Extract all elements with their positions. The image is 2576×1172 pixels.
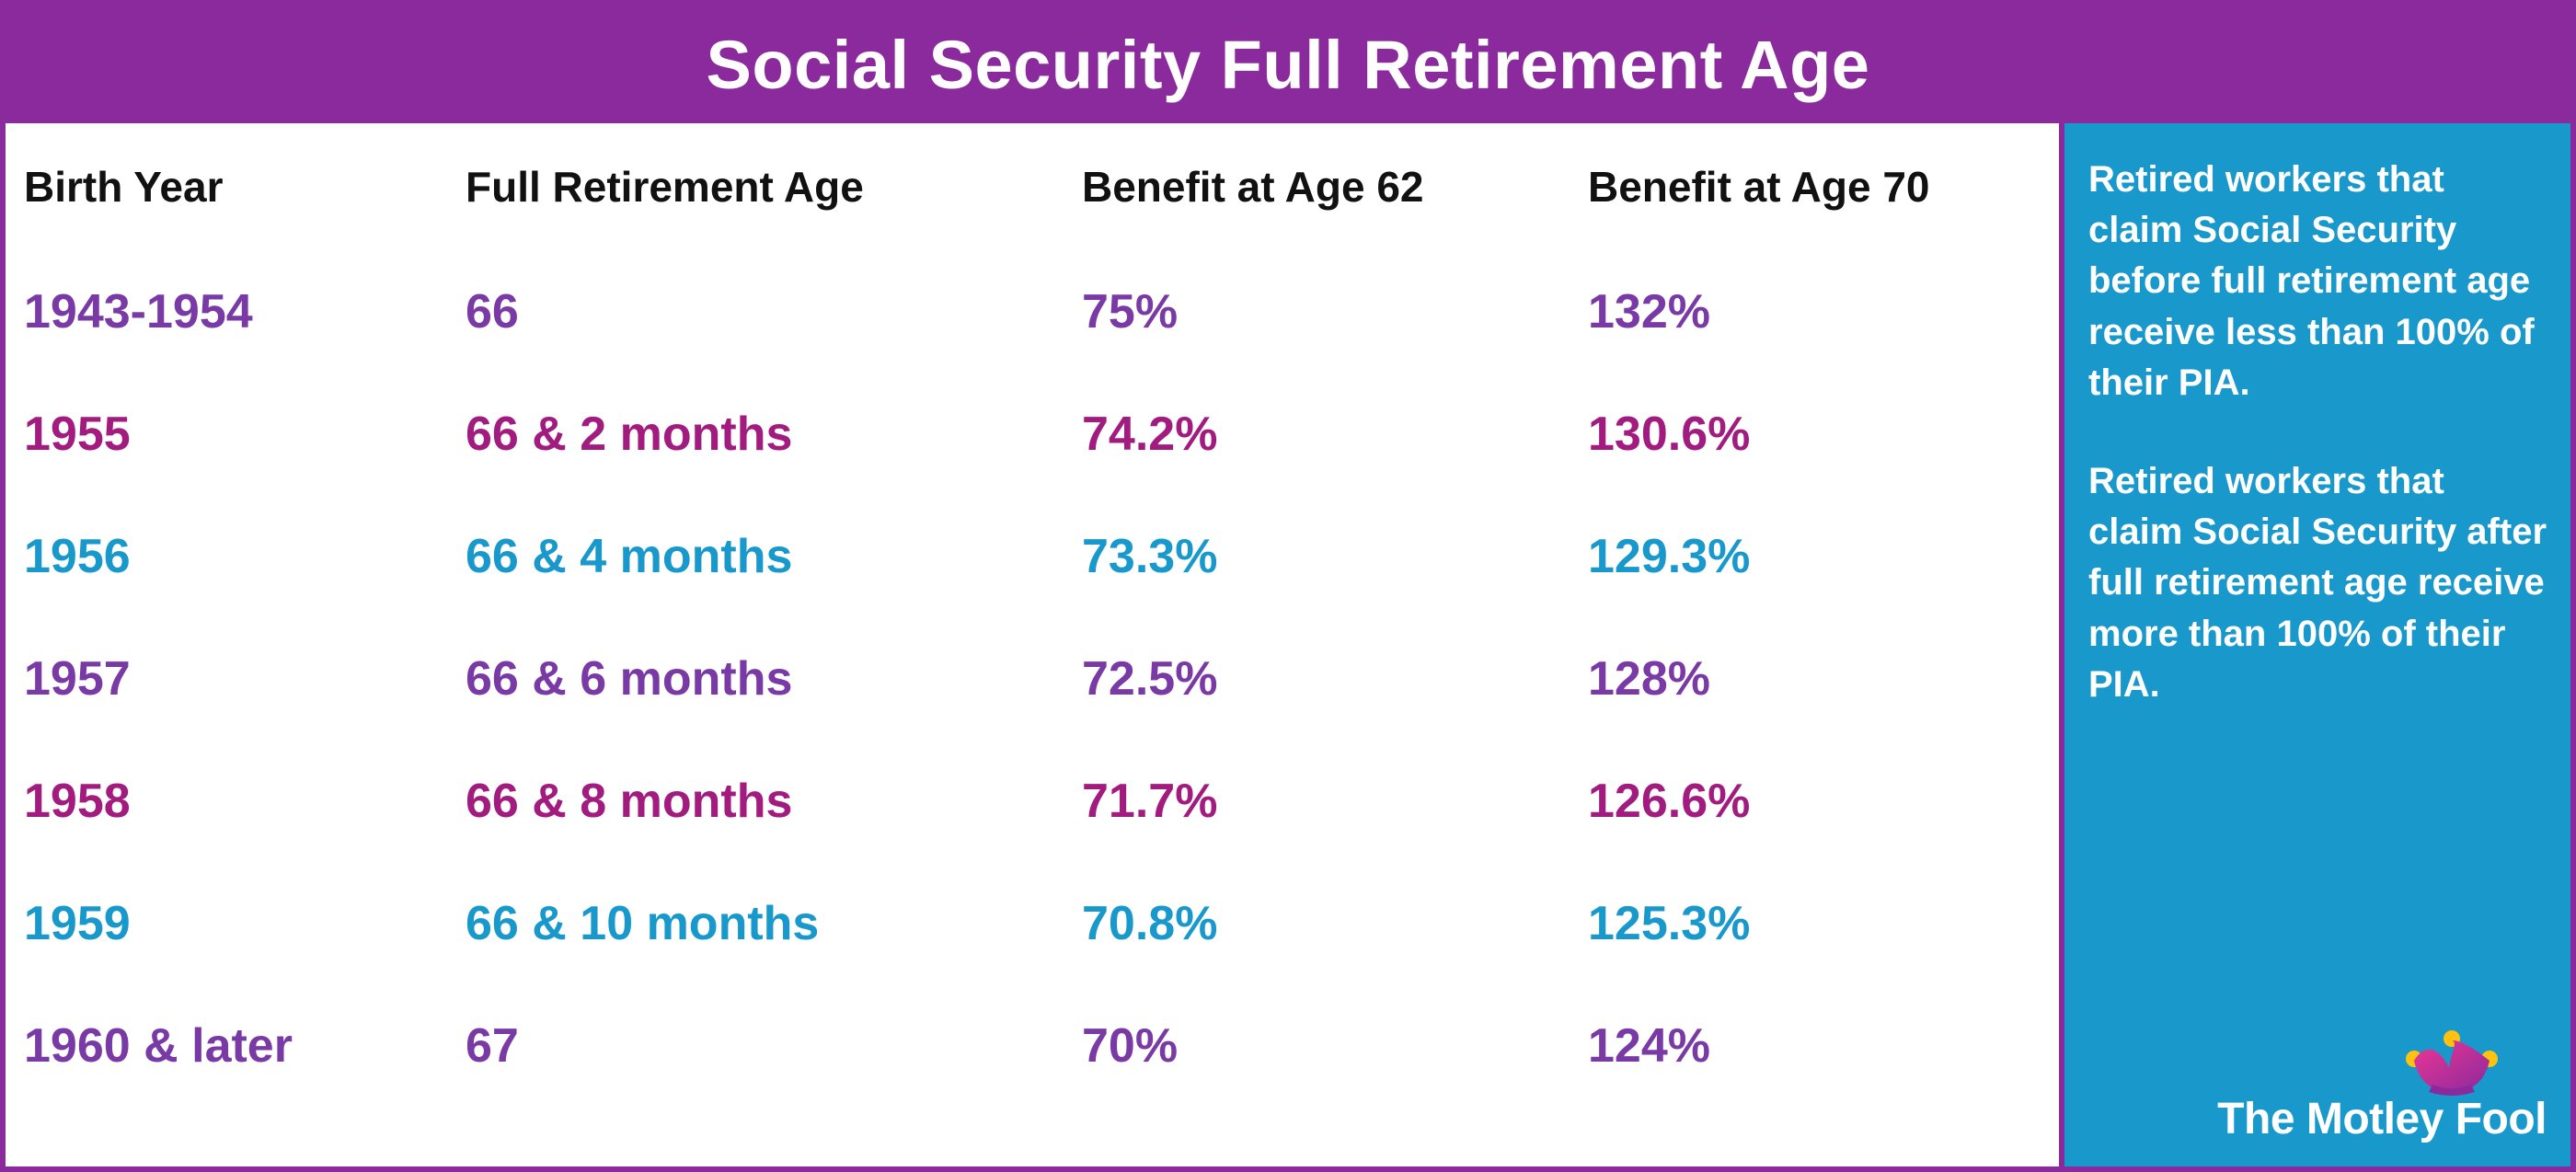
cell-benefit-70: 129.3% <box>1588 529 1751 583</box>
cell-birth-year: 1943-1954 <box>24 284 253 339</box>
cell-full-retirement-age: 67 <box>466 1018 519 1073</box>
table-row: 1943-1954 66 75% 132% <box>24 250 2059 373</box>
cell-benefit-70: 126.6% <box>1588 774 1751 828</box>
cell-full-retirement-age: 66 <box>466 284 519 339</box>
cell-birth-year: 1960 & later <box>24 1018 293 1073</box>
cell-birth-year: 1955 <box>24 407 131 461</box>
cell-benefit-62: 75% <box>1082 284 1179 339</box>
column-header-benefit-62: Benefit at Age 62 <box>1082 163 1424 211</box>
cell-benefit-62: 74.2% <box>1082 407 1218 461</box>
cell-benefit-70: 132% <box>1588 284 1710 339</box>
note-before-fra: Retired workers that claim Social Securi… <box>2088 159 2535 403</box>
table-row: 1955 66 & 2 months 74.2% 130.6% <box>24 373 2059 495</box>
cell-full-retirement-age: 66 & 2 months <box>466 407 793 461</box>
cell-full-retirement-age: 66 & 10 months <box>466 896 820 950</box>
motley-fool-logo: The Motley Fool <box>2088 1028 2547 1144</box>
cell-benefit-62: 70% <box>1082 1018 1179 1073</box>
table-row: 1956 66 & 4 months 73.3% 129.3% <box>24 495 2059 617</box>
table-row: 1958 66 & 8 months 71.7% 126.6% <box>24 740 2059 862</box>
cell-birth-year: 1956 <box>24 529 131 583</box>
jester-hat-icon <box>2406 1030 2498 1096</box>
table-row: 1959 66 & 10 months 70.8% 125.3% <box>24 862 2059 984</box>
page-title: Social Security Full Retirement Age <box>706 26 1870 103</box>
retirement-age-table: Birth Year Full Retirement Age Benefit a… <box>6 123 2059 1166</box>
sidebar-notes: Retired workers that claim Social Securi… <box>2059 123 2570 1166</box>
cell-benefit-70: 130.6% <box>1588 407 1751 461</box>
table-row: 1957 66 & 6 months 72.5% 128% <box>24 617 2059 740</box>
title-banner: Social Security Full Retirement Age <box>6 6 2570 123</box>
cell-benefit-70: 125.3% <box>1588 896 1751 950</box>
cell-benefit-70: 128% <box>1588 651 1710 706</box>
column-header-benefit-70: Benefit at Age 70 <box>1588 163 1930 211</box>
cell-benefit-62: 72.5% <box>1082 651 1218 706</box>
cell-birth-year: 1957 <box>24 651 131 706</box>
logo-wordmark: The Motley Fool <box>2217 1095 2547 1143</box>
cell-birth-year: 1958 <box>24 774 131 828</box>
table-row: 1960 & later 67 70% 124% <box>24 984 2059 1107</box>
cell-full-retirement-age: 66 & 6 months <box>466 651 793 706</box>
column-header-full-retirement-age: Full Retirement Age <box>466 163 864 211</box>
cell-benefit-62: 71.7% <box>1082 774 1218 828</box>
content: Birth Year Full Retirement Age Benefit a… <box>6 123 2570 1166</box>
cell-full-retirement-age: 66 & 8 months <box>466 774 793 828</box>
cell-benefit-62: 70.8% <box>1082 896 1218 950</box>
cell-benefit-70: 124% <box>1588 1018 1710 1073</box>
column-header-birth-year: Birth Year <box>24 163 224 211</box>
cell-full-retirement-age: 66 & 4 months <box>466 529 793 583</box>
note-after-fra: Retired workers that claim Social Securi… <box>2088 460 2547 705</box>
cell-birth-year: 1959 <box>24 896 131 950</box>
table-header-row: Birth Year Full Retirement Age Benefit a… <box>24 123 2059 250</box>
cell-benefit-62: 73.3% <box>1082 529 1218 583</box>
